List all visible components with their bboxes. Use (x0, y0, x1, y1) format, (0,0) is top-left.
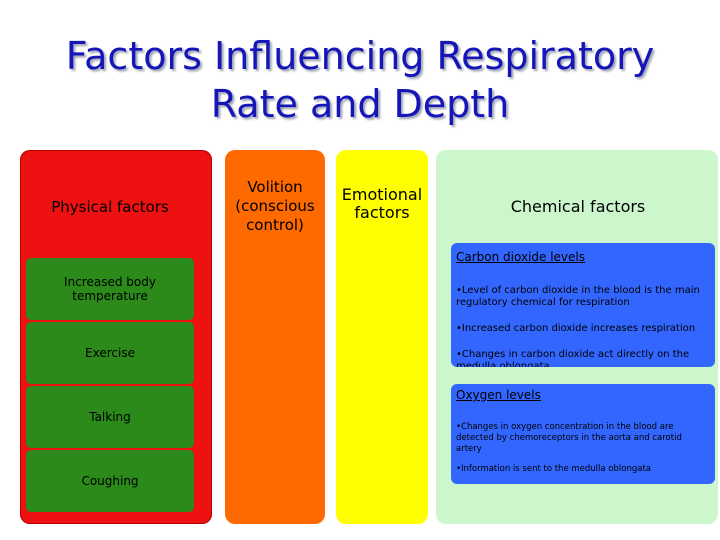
carbon-dioxide-item: •Level of carbon dioxide in the blood is… (456, 285, 700, 308)
emotional-heading-line: Emotional (341, 185, 423, 204)
carbon-dioxide-item: •Increased carbon dioxide increases resp… (456, 323, 696, 334)
emotional-factors-column (336, 150, 428, 524)
volition-heading: Volition (conscious control) (225, 178, 325, 235)
chemical-factors-heading: Chemical factors (510, 197, 646, 216)
volition-heading-line: Volition (247, 178, 303, 196)
physical-factor-item: Increased body temperature (26, 258, 194, 320)
oxygen-item: •Information is sent to the medulla oblo… (456, 464, 651, 474)
volition-column (225, 150, 325, 524)
slide-title: Factors Influencing Respiratory Rate and… (0, 32, 720, 128)
oxygen-heading: Oxygen levels (456, 388, 541, 402)
title-line-2: Rate and Depth (210, 82, 510, 126)
physical-factor-item: Talking (26, 386, 194, 448)
carbon-dioxide-box: Carbon dioxide levels •Level of carbon d… (451, 243, 715, 367)
physical-factors-heading: Physical factors (51, 198, 169, 216)
emotional-factors-heading: Emotional factors (336, 186, 428, 222)
title-line-1: Factors Influencing Respiratory (65, 34, 655, 78)
volition-heading-line: control) (246, 216, 304, 234)
oxygen-box: Oxygen levels •Changes in oxygen concent… (451, 384, 715, 484)
carbon-dioxide-heading: Carbon dioxide levels (456, 250, 586, 264)
carbon-dioxide-item: •Changes in carbon dioxide act directly … (456, 349, 690, 367)
emotional-heading-line: factors (354, 203, 410, 222)
oxygen-item: •Changes in oxygen concentration in the … (456, 422, 682, 454)
volition-heading-line: (conscious (235, 197, 315, 215)
physical-factor-item: Coughing (26, 450, 194, 512)
physical-factor-item: Exercise (26, 322, 194, 384)
